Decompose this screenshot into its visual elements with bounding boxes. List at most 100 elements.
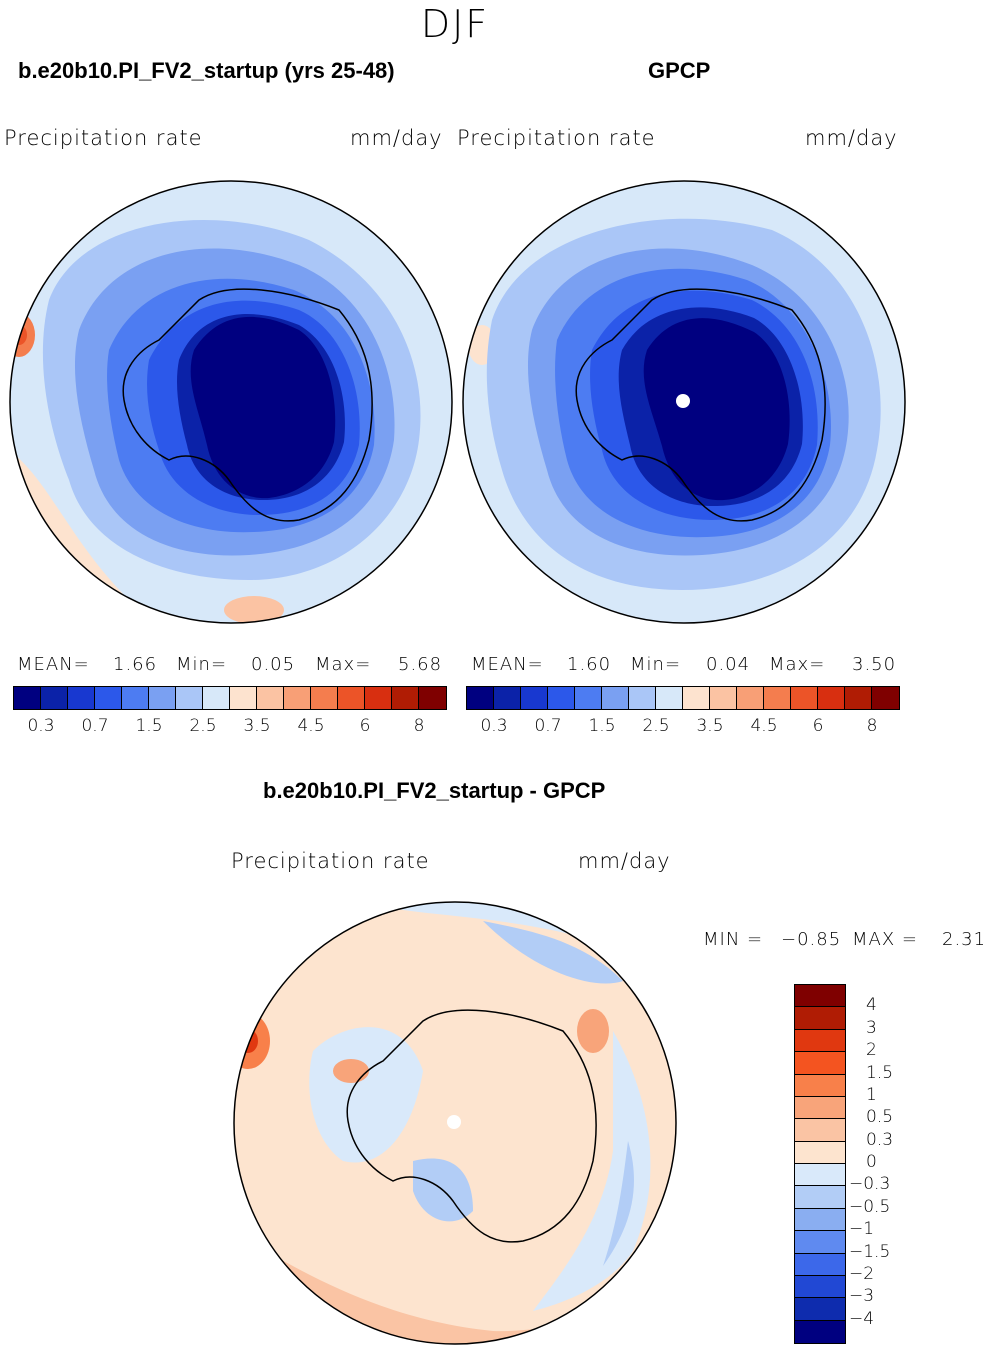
- colorbar-swatch: [795, 1029, 845, 1053]
- model-panel-title: b.e20b10.PI_FV2_startup (yrs 25-48): [18, 58, 395, 83]
- colorbar-tick-label: 0: [866, 1152, 877, 1172]
- obs-max-label: Max=: [769, 654, 826, 675]
- diff-max-label: MAX =: [852, 929, 918, 950]
- colorbar-swatch: [548, 687, 575, 709]
- diff-units-label: mm/day: [578, 849, 671, 873]
- colorbar-swatch: [795, 1186, 845, 1209]
- colorbar-swatch: [629, 687, 656, 709]
- colorbar-tick-label: 1.5: [588, 716, 616, 736]
- colorbar-tick-label: 0.5: [866, 1107, 894, 1128]
- colorbar-tick-label: 4: [866, 995, 877, 1016]
- colorbar-swatch: [284, 687, 311, 709]
- model-units-label: mm/day: [350, 126, 443, 150]
- colorbar-swatch: [392, 687, 419, 709]
- colorbar-swatch: [365, 687, 392, 709]
- colorbar-swatch: [257, 687, 284, 709]
- colorbar-tick-label: 0.3: [480, 716, 508, 736]
- colorbar-swatch: [845, 687, 872, 709]
- colorbar-tick-label: 3: [866, 1017, 877, 1038]
- model-min-label: Min=: [176, 654, 228, 675]
- colorbar-swatch: [795, 1275, 845, 1299]
- colorbar-swatch: [795, 1119, 845, 1142]
- colorbar-tick-label: 2.5: [642, 716, 670, 736]
- model-max-value: 5.68: [398, 654, 443, 675]
- obs-panel-title: GPCP: [648, 58, 711, 83]
- colorbar-swatch: [818, 687, 845, 709]
- model-precip-map: [9, 180, 453, 624]
- obs-units-label: mm/day: [805, 126, 898, 150]
- obs-mean-label: MEAN=: [471, 654, 544, 675]
- colorbar-swatch: [872, 687, 899, 709]
- colorbar-swatch: [122, 687, 149, 709]
- colorbar-tick-label: −1.5: [849, 1241, 891, 1262]
- obs-min-value: 0.04: [706, 654, 751, 675]
- colorbar-swatch: [575, 687, 602, 709]
- colorbar-tick-label: 4.5: [750, 716, 778, 736]
- colorbar-tick-label: −2: [849, 1263, 875, 1284]
- colorbar-tick-label: 8: [866, 716, 878, 736]
- colorbar-swatch: [494, 687, 521, 709]
- colorbar-swatch: [795, 1074, 845, 1097]
- colorbar-swatch: [795, 1096, 845, 1120]
- colorbar-tick-label: −3: [849, 1286, 875, 1307]
- diff-precip-map: [233, 901, 677, 1345]
- colorbar-swatch: [683, 687, 710, 709]
- obs-colorbar: [466, 686, 900, 710]
- colorbar-swatch: [795, 985, 845, 1008]
- colorbar-tick-label: 1: [866, 1084, 877, 1105]
- colorbar-swatch: [791, 687, 818, 709]
- colorbar-tick-label: 0.3: [27, 716, 55, 736]
- colorbar-swatch: [521, 687, 548, 709]
- colorbar-swatch: [795, 1141, 845, 1164]
- colorbar-tick-label: 2: [866, 1040, 877, 1061]
- colorbar-swatch: [68, 687, 95, 709]
- colorbar-swatch: [710, 687, 737, 709]
- model-max-label: Max=: [315, 654, 372, 675]
- colorbar-tick-label: 3.5: [243, 716, 271, 736]
- colorbar-swatch: [795, 1253, 845, 1276]
- colorbar-swatch: [795, 1320, 845, 1343]
- colorbar-swatch: [764, 687, 791, 709]
- colorbar-swatch: [795, 1298, 845, 1321]
- colorbar-tick-label: 2.5: [189, 716, 217, 736]
- colorbar-swatch: [149, 687, 176, 709]
- colorbar-swatch: [203, 687, 230, 709]
- colorbar-swatch: [737, 687, 764, 709]
- diff-min-label: MIN =: [703, 929, 764, 950]
- obs-mean-value: 1.60: [567, 654, 612, 675]
- colorbar-swatch: [311, 687, 338, 709]
- colorbar-swatch: [176, 687, 203, 709]
- colorbar-swatch: [338, 687, 365, 709]
- obs-min-label: Min=: [630, 654, 682, 675]
- colorbar-tick-label: 6: [359, 716, 371, 736]
- colorbar-swatch: [795, 1208, 845, 1232]
- colorbar-tick-label: −1: [849, 1219, 875, 1240]
- model-mean-label: MEAN=: [17, 654, 90, 675]
- colorbar-tick-label: 4.5: [297, 716, 325, 736]
- diff-min-value: −0.85: [781, 929, 842, 950]
- season-title: DJF: [420, 2, 490, 46]
- colorbar-tick-label: 1.5: [866, 1062, 894, 1083]
- obs-precip-map: [462, 180, 906, 624]
- colorbar-tick-label: 1.5: [135, 716, 163, 736]
- colorbar-swatch: [795, 1164, 845, 1187]
- colorbar-swatch: [602, 687, 629, 709]
- colorbar-swatch: [419, 687, 446, 709]
- colorbar-tick-label: 0.3: [866, 1129, 894, 1150]
- colorbar-swatch: [230, 687, 257, 709]
- model-min-value: 0.05: [251, 654, 296, 675]
- obs-variable-label: Precipitation rate: [457, 126, 656, 150]
- colorbar-swatch: [467, 687, 494, 709]
- colorbar-swatch: [795, 1231, 845, 1254]
- colorbar-tick-label: −0.3: [849, 1174, 891, 1195]
- diff-colorbar: [794, 984, 846, 1344]
- model-colorbar: [13, 686, 447, 710]
- obs-max-value: 3.50: [852, 654, 897, 675]
- colorbar-tick-label: 3.5: [696, 716, 724, 736]
- model-mean-value: 1.66: [113, 654, 158, 675]
- colorbar-tick-label: −0.5: [849, 1196, 891, 1217]
- colorbar-tick-label: 8: [413, 716, 425, 736]
- colorbar-swatch: [795, 1052, 845, 1075]
- diff-variable-label: Precipitation rate: [231, 849, 430, 873]
- colorbar-tick-label: 0.7: [81, 716, 109, 736]
